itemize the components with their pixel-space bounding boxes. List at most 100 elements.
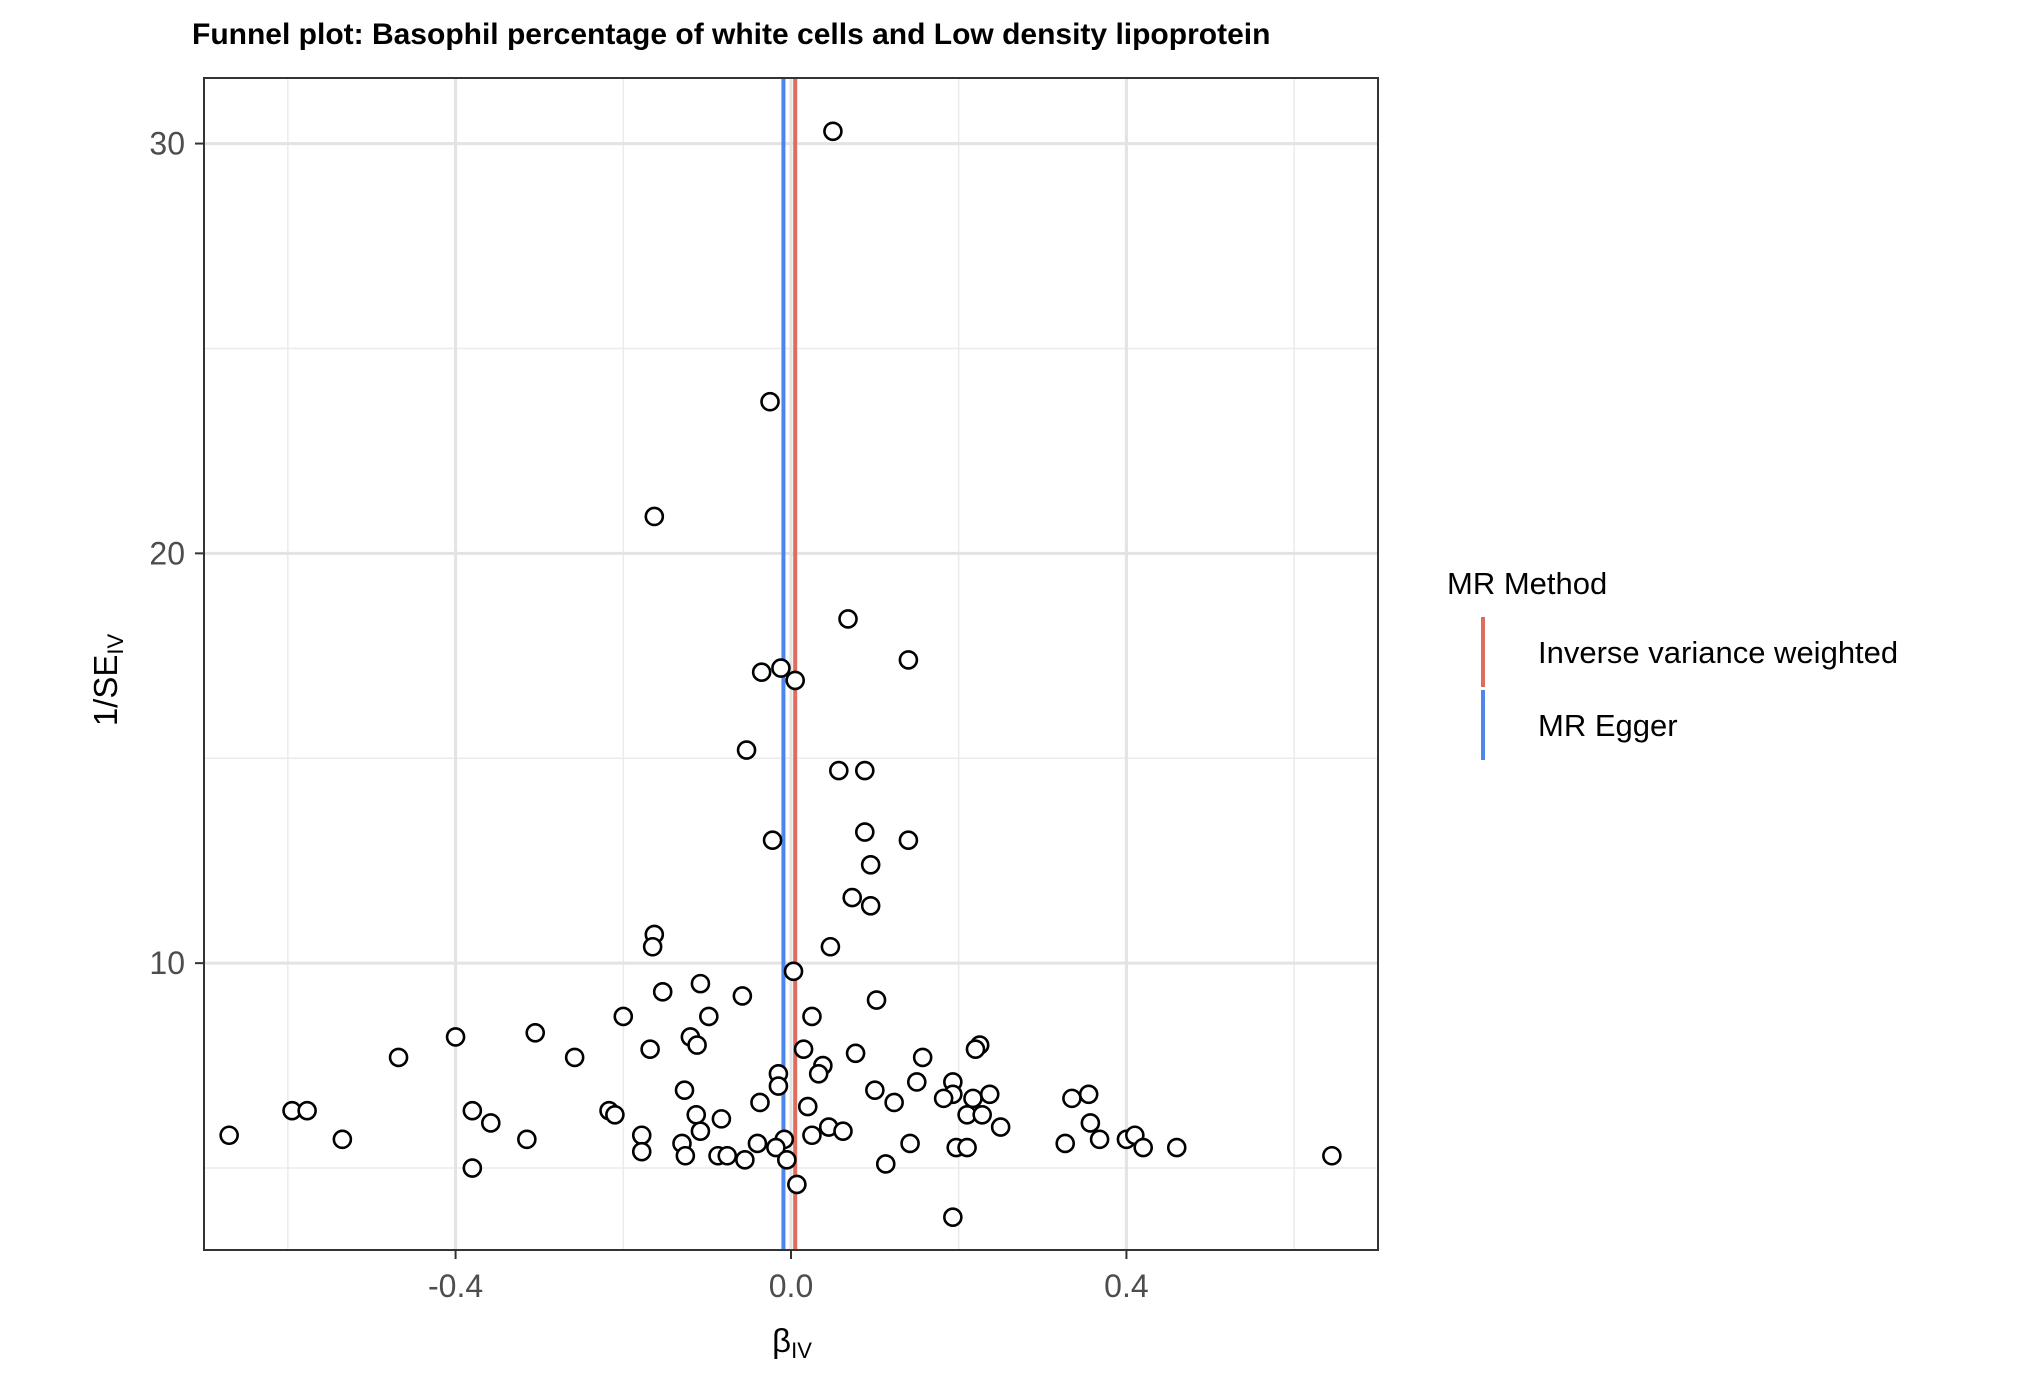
x-axis-title-subscript: IV (791, 1338, 812, 1363)
data-point (842, 887, 863, 908)
data-point (802, 1006, 822, 1027)
chart-title: Funnel plot: Basophil percentage of whit… (192, 18, 1270, 51)
data-point (854, 760, 875, 781)
data-point (699, 1006, 719, 1027)
data-point (957, 1137, 977, 1158)
data-point (525, 1023, 546, 1043)
y-axis-title-main: 1/SE (87, 655, 124, 727)
data-point (793, 1039, 814, 1060)
data-point (785, 670, 805, 691)
data-point (750, 1092, 770, 1113)
data-point (1062, 1088, 1082, 1109)
data-point (462, 1100, 483, 1121)
data-point (564, 1047, 585, 1068)
x-tick-label: 0.0 (769, 1268, 813, 1304)
data-point (711, 1109, 732, 1129)
data-point (480, 1113, 501, 1133)
data-point (760, 391, 780, 412)
data-point (762, 830, 783, 851)
data-point (768, 1076, 789, 1096)
data-point (1055, 1133, 1076, 1154)
data-point (766, 1137, 786, 1158)
data-point (462, 1158, 483, 1178)
data-point (297, 1100, 317, 1121)
x-axis-title-main: β (772, 1322, 791, 1359)
data-point (690, 973, 711, 994)
data-point (820, 936, 841, 957)
x-tick-label: 0.4 (1104, 1268, 1148, 1304)
data-point (732, 986, 753, 1006)
data-point (605, 1104, 625, 1125)
data-point (972, 1104, 992, 1125)
data-point (613, 1006, 634, 1027)
legend-label-ivw: Inverse variance weighted (1538, 635, 1898, 670)
data-point (860, 895, 881, 916)
data-point (838, 609, 858, 629)
data-point (674, 1080, 695, 1100)
data-point (675, 1145, 696, 1166)
y-axis-title-subscript: IV (103, 634, 128, 655)
data-point (642, 936, 663, 957)
data-point (802, 1125, 822, 1146)
data-point (690, 1121, 711, 1141)
data-point (736, 740, 757, 760)
data-point (1078, 1084, 1099, 1105)
y-tick-label: 10 (149, 945, 185, 981)
legend-label-mr-egger: MR Egger (1538, 708, 1678, 743)
data-point (652, 982, 673, 1002)
data-point (833, 1121, 853, 1141)
y-tick-label: 20 (149, 535, 185, 571)
x-axis-title: βIV (772, 1322, 812, 1363)
data-point (1166, 1137, 1187, 1158)
data-point (388, 1047, 409, 1068)
x-tick-label: -0.4 (428, 1268, 483, 1304)
data-point (771, 658, 791, 678)
data-point (979, 1084, 1000, 1105)
data-point (219, 1125, 239, 1146)
data-point (332, 1129, 353, 1150)
data-point (965, 1039, 986, 1060)
data-point (865, 1080, 885, 1100)
data-point (631, 1141, 652, 1162)
axis-ticks: -0.4 0.0 0.4 10 20 30 (149, 126, 1148, 1304)
data-point (783, 961, 804, 982)
data-point (687, 1035, 707, 1055)
y-tick-label: 30 (149, 126, 185, 162)
data-point (875, 1154, 896, 1174)
data-point (990, 1117, 1011, 1137)
data-point (963, 1088, 983, 1109)
data-point (517, 1129, 537, 1150)
data-point (845, 1043, 866, 1064)
data-point (912, 1047, 933, 1068)
data-point (787, 1174, 807, 1195)
data-point (644, 506, 665, 527)
legend-title: MR Method (1447, 566, 1607, 601)
data-point (906, 1072, 927, 1092)
data-point (1080, 1113, 1101, 1133)
data-point (735, 1150, 755, 1170)
data-point (860, 854, 881, 875)
data-point (898, 650, 919, 670)
data-points (219, 121, 1342, 1228)
data-point (823, 121, 843, 142)
legend: MR Method Inverse variance weighted MR E… (1447, 566, 1898, 760)
data-point (631, 1125, 652, 1146)
data-point (717, 1145, 738, 1166)
data-point (1133, 1137, 1153, 1158)
data-point (640, 1039, 660, 1060)
data-point (686, 1104, 707, 1125)
data-point (445, 1027, 466, 1047)
data-point (854, 822, 875, 842)
data-point (884, 1092, 904, 1113)
data-point (898, 830, 919, 851)
data-point (933, 1088, 954, 1109)
data-point (943, 1207, 963, 1228)
data-point (747, 1133, 768, 1154)
data-point (797, 1096, 818, 1117)
data-point (900, 1133, 920, 1154)
data-point (751, 662, 772, 682)
data-point (828, 760, 849, 781)
data-point (808, 1063, 829, 1084)
